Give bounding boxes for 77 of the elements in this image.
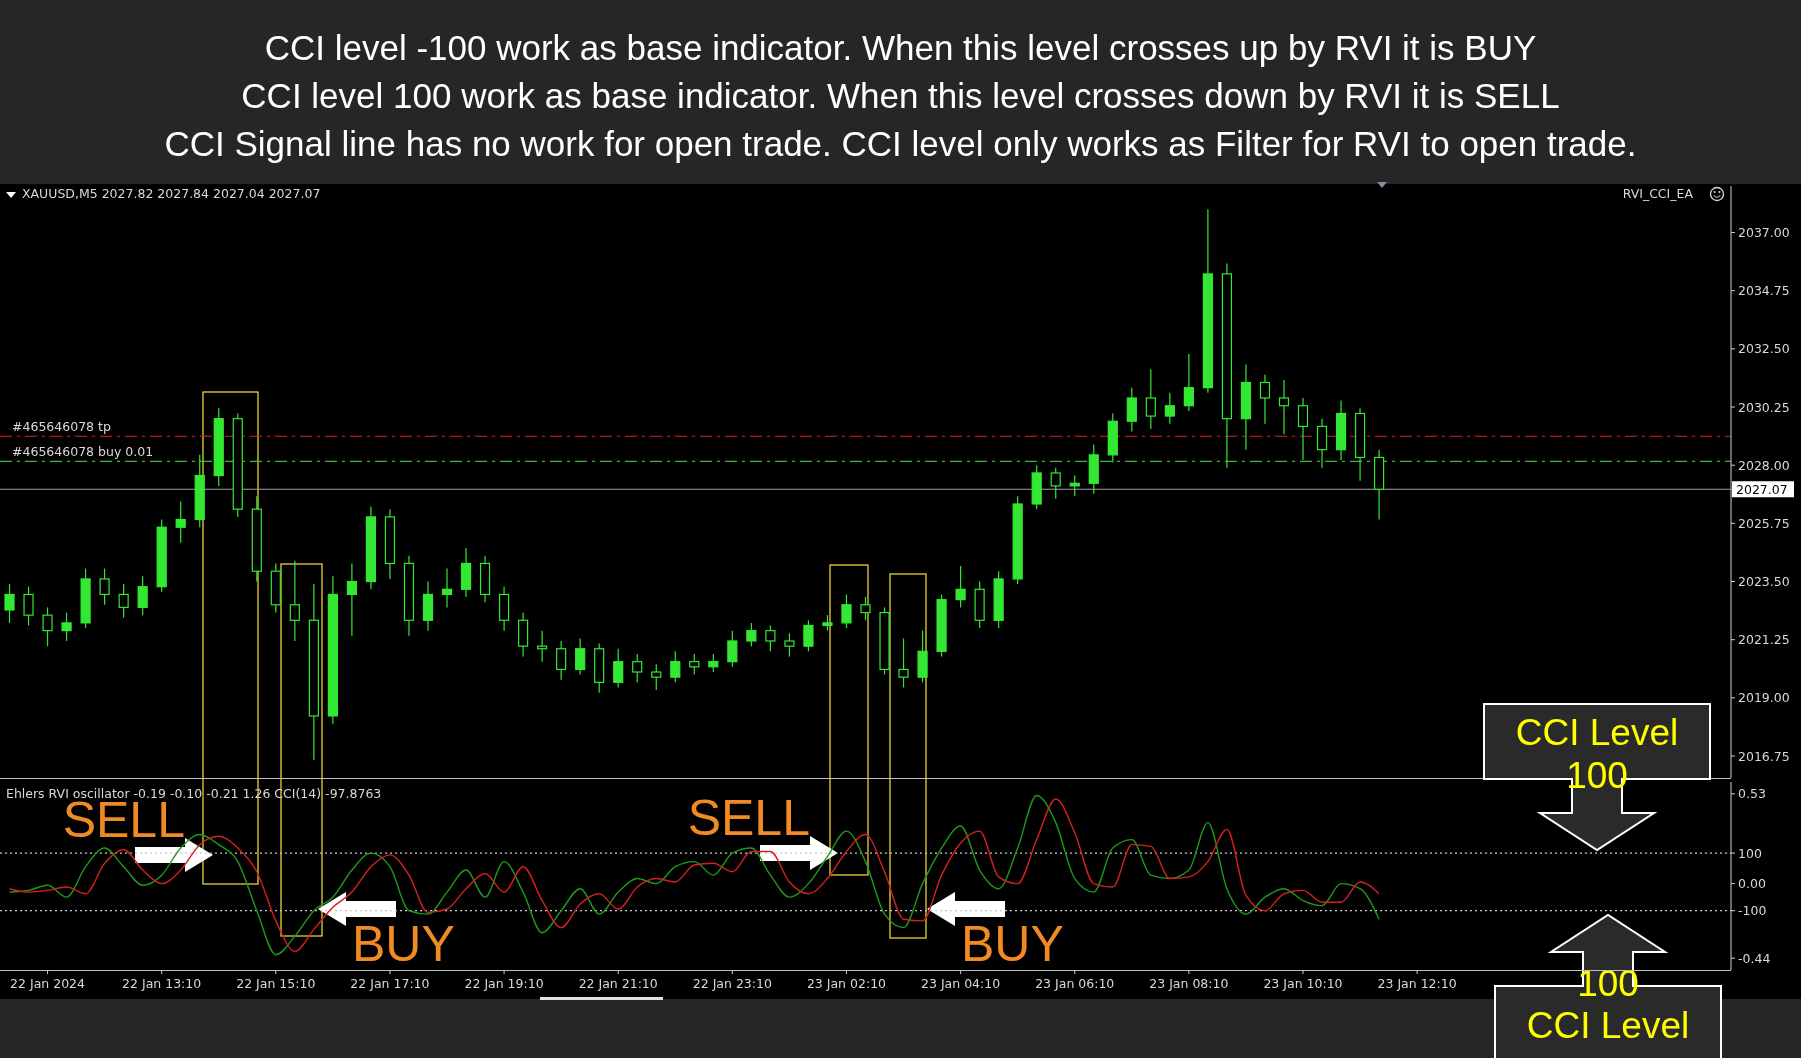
candlestick [1183, 353, 1194, 412]
y-tick-label: 2023.50 [1738, 574, 1790, 590]
y-tick-label: -0.44 [1738, 950, 1771, 966]
x-tick-label: 22 Jan 2024 [10, 976, 86, 991]
candlestick [1145, 368, 1156, 430]
x-tick-label: 22 Jan 15:10 [236, 976, 316, 991]
candlestick [727, 630, 738, 668]
candlestick [765, 624, 776, 652]
ref-line-label: #465646078 buy 0.01 [12, 444, 154, 460]
candlestick [99, 568, 110, 606]
chart-subtitle: XAUUSD,M5 2027.82 2027.84 2027.04 2027.07 [22, 186, 321, 201]
candlestick [289, 560, 300, 642]
x-tick-label: 22 Jan 19:10 [464, 976, 544, 991]
candlestick [1050, 467, 1061, 500]
y-tick-label: 2021.25 [1738, 632, 1790, 648]
annotation: BUY [961, 916, 1064, 972]
candlestick [632, 653, 643, 683]
y-tick-label: 0.00 [1738, 876, 1766, 892]
candlestick [4, 583, 15, 624]
x-tick-label: 22 Jan 13:10 [122, 976, 202, 991]
candlestick [784, 632, 795, 658]
annotation: RVI_CCI_EA [1622, 186, 1694, 201]
y-tick-label: 2019.00 [1738, 690, 1790, 706]
y-tick-label: 2028.00 [1738, 457, 1790, 473]
candlestick [860, 596, 871, 621]
candlestick [42, 606, 53, 647]
x-tick-label: 22 Jan 23:10 [692, 976, 772, 991]
candlestick [1069, 474, 1080, 497]
candlestick [708, 653, 719, 673]
candlestick [898, 637, 909, 689]
candlestick [841, 593, 852, 629]
candlestick [118, 583, 129, 619]
candlestick [1316, 418, 1328, 469]
candlestick [556, 640, 567, 681]
x-tick-label: 22 Jan 17:10 [350, 976, 430, 991]
y2-tick-label: 100 [1738, 845, 1762, 861]
ref-line-label: #465646078 tp [12, 419, 111, 435]
annotation: CCI Level 100 [1515, 712, 1679, 796]
x-tick-label: 23 Jan 12:10 [1377, 976, 1457, 991]
y-tick-label: 2016.75 [1738, 748, 1790, 764]
x-tick-label: 23 Jan 10:10 [1263, 976, 1343, 991]
y-tick-label: 0.53 [1738, 786, 1766, 802]
candlestick [613, 648, 624, 689]
candlestick [670, 650, 681, 683]
candlestick [803, 619, 814, 652]
candlestick [1126, 387, 1137, 433]
annotation: 100 CCI Level [1526, 963, 1690, 1046]
candlestick [955, 565, 966, 608]
candlestick [441, 568, 453, 608]
candlestick [1259, 374, 1271, 425]
candlestick [23, 586, 34, 627]
x-tick-label: 22 Jan 21:10 [578, 976, 658, 991]
y-tick-label: 2030.25 [1738, 399, 1790, 415]
candlestick [575, 637, 586, 676]
ref-line-label: 2027.07 [1736, 482, 1788, 498]
candlestick [175, 500, 186, 544]
annotation: SELL [687, 790, 810, 846]
x-tick-label: 23 Jan 02:10 [806, 976, 887, 991]
candlestick [746, 622, 757, 647]
y-tick-label: 2032.50 [1738, 341, 1790, 357]
x-tick-label: 23 Jan 04:10 [921, 976, 1001, 991]
y2-tick-label: -100 [1738, 903, 1767, 919]
annotation: BUY [352, 916, 455, 972]
candlestick [137, 575, 148, 616]
y-tick-label: 2034.75 [1738, 283, 1790, 299]
chart-title: CCI level -100 work as base indicator. When this level crosses up by RVI it is BUY CCI level 100 work as base indicator. When this level crosses down by RVI it is SELL CCI Signal line has no work for open trade. CCI level only works as Filter for RVI to open trade. [164, 28, 1637, 163]
candlestick [689, 653, 700, 676]
candlestick [61, 611, 72, 642]
x-tick-label: 23 Jan 08:10 [1149, 976, 1229, 991]
y-tick-label: 2037.00 [1738, 225, 1790, 241]
y-tick-label: 2025.75 [1738, 515, 1790, 531]
candlestick [346, 562, 358, 637]
candlestick [1164, 392, 1175, 425]
x-tick-label: 23 Jan 06:10 [1035, 976, 1115, 991]
candlestick [1297, 397, 1309, 461]
candlestick [1278, 379, 1290, 435]
candlestick [651, 663, 662, 691]
